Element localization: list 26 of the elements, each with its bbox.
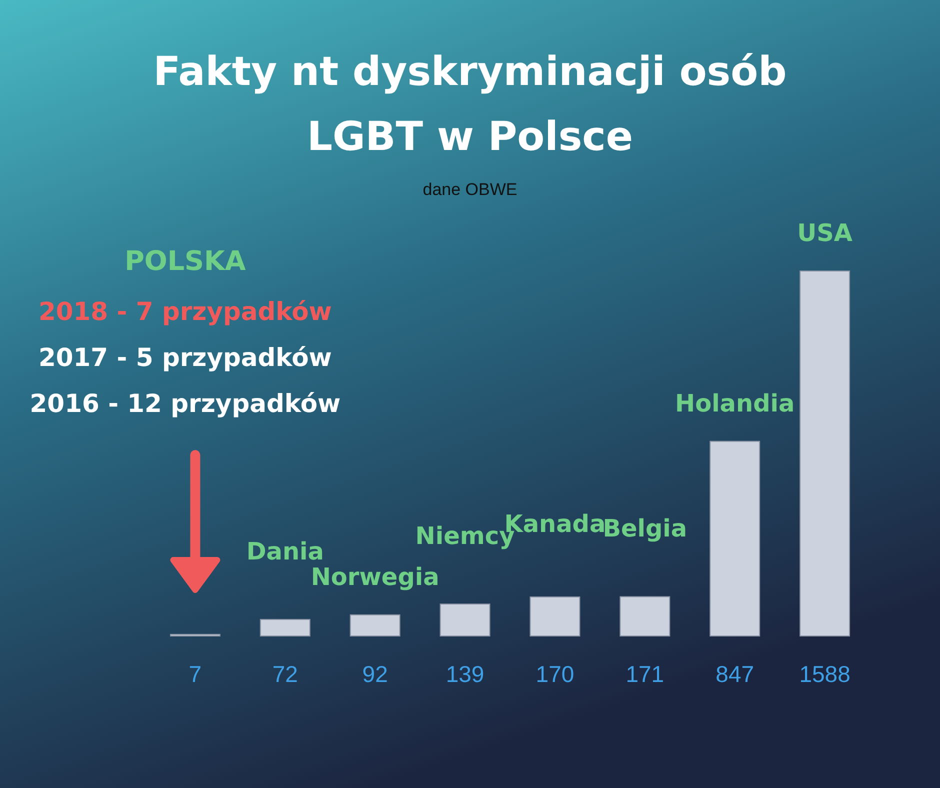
chart-title: Fakty nt dyskryminacji osób LGBT w Polsce bbox=[153, 49, 787, 160]
annotation: 2018 - 7 przypadków bbox=[38, 297, 332, 326]
data-label: 92 bbox=[362, 661, 388, 687]
x-tick-label: Dania bbox=[246, 537, 324, 566]
x-tick-label: POLSKA bbox=[124, 246, 246, 277]
data-label: 72 bbox=[272, 661, 298, 687]
data-label: 171 bbox=[626, 661, 664, 687]
x-tick-label: Holandia bbox=[675, 389, 795, 418]
x-tick-label: Norwegia bbox=[310, 562, 440, 591]
data-label: 7 bbox=[188, 661, 202, 687]
x-tick-label: Belgia bbox=[602, 514, 688, 543]
annotation: 2016 - 12 przypadków bbox=[30, 389, 341, 418]
data-label: 847 bbox=[716, 661, 754, 687]
bar bbox=[440, 604, 490, 636]
data-label: 1588 bbox=[799, 661, 850, 687]
bar bbox=[800, 270, 850, 636]
x-tick-label: USA bbox=[797, 219, 853, 247]
bar bbox=[710, 440, 760, 636]
bar bbox=[350, 614, 400, 636]
data-label: 170 bbox=[536, 661, 574, 687]
bar bbox=[530, 596, 580, 636]
annotation: 2017 - 5 przypadków bbox=[38, 343, 332, 372]
bar bbox=[620, 596, 670, 636]
bar bbox=[260, 618, 310, 636]
chart-subtitle: dane OBWE bbox=[422, 180, 518, 199]
data-label: 139 bbox=[446, 661, 484, 687]
